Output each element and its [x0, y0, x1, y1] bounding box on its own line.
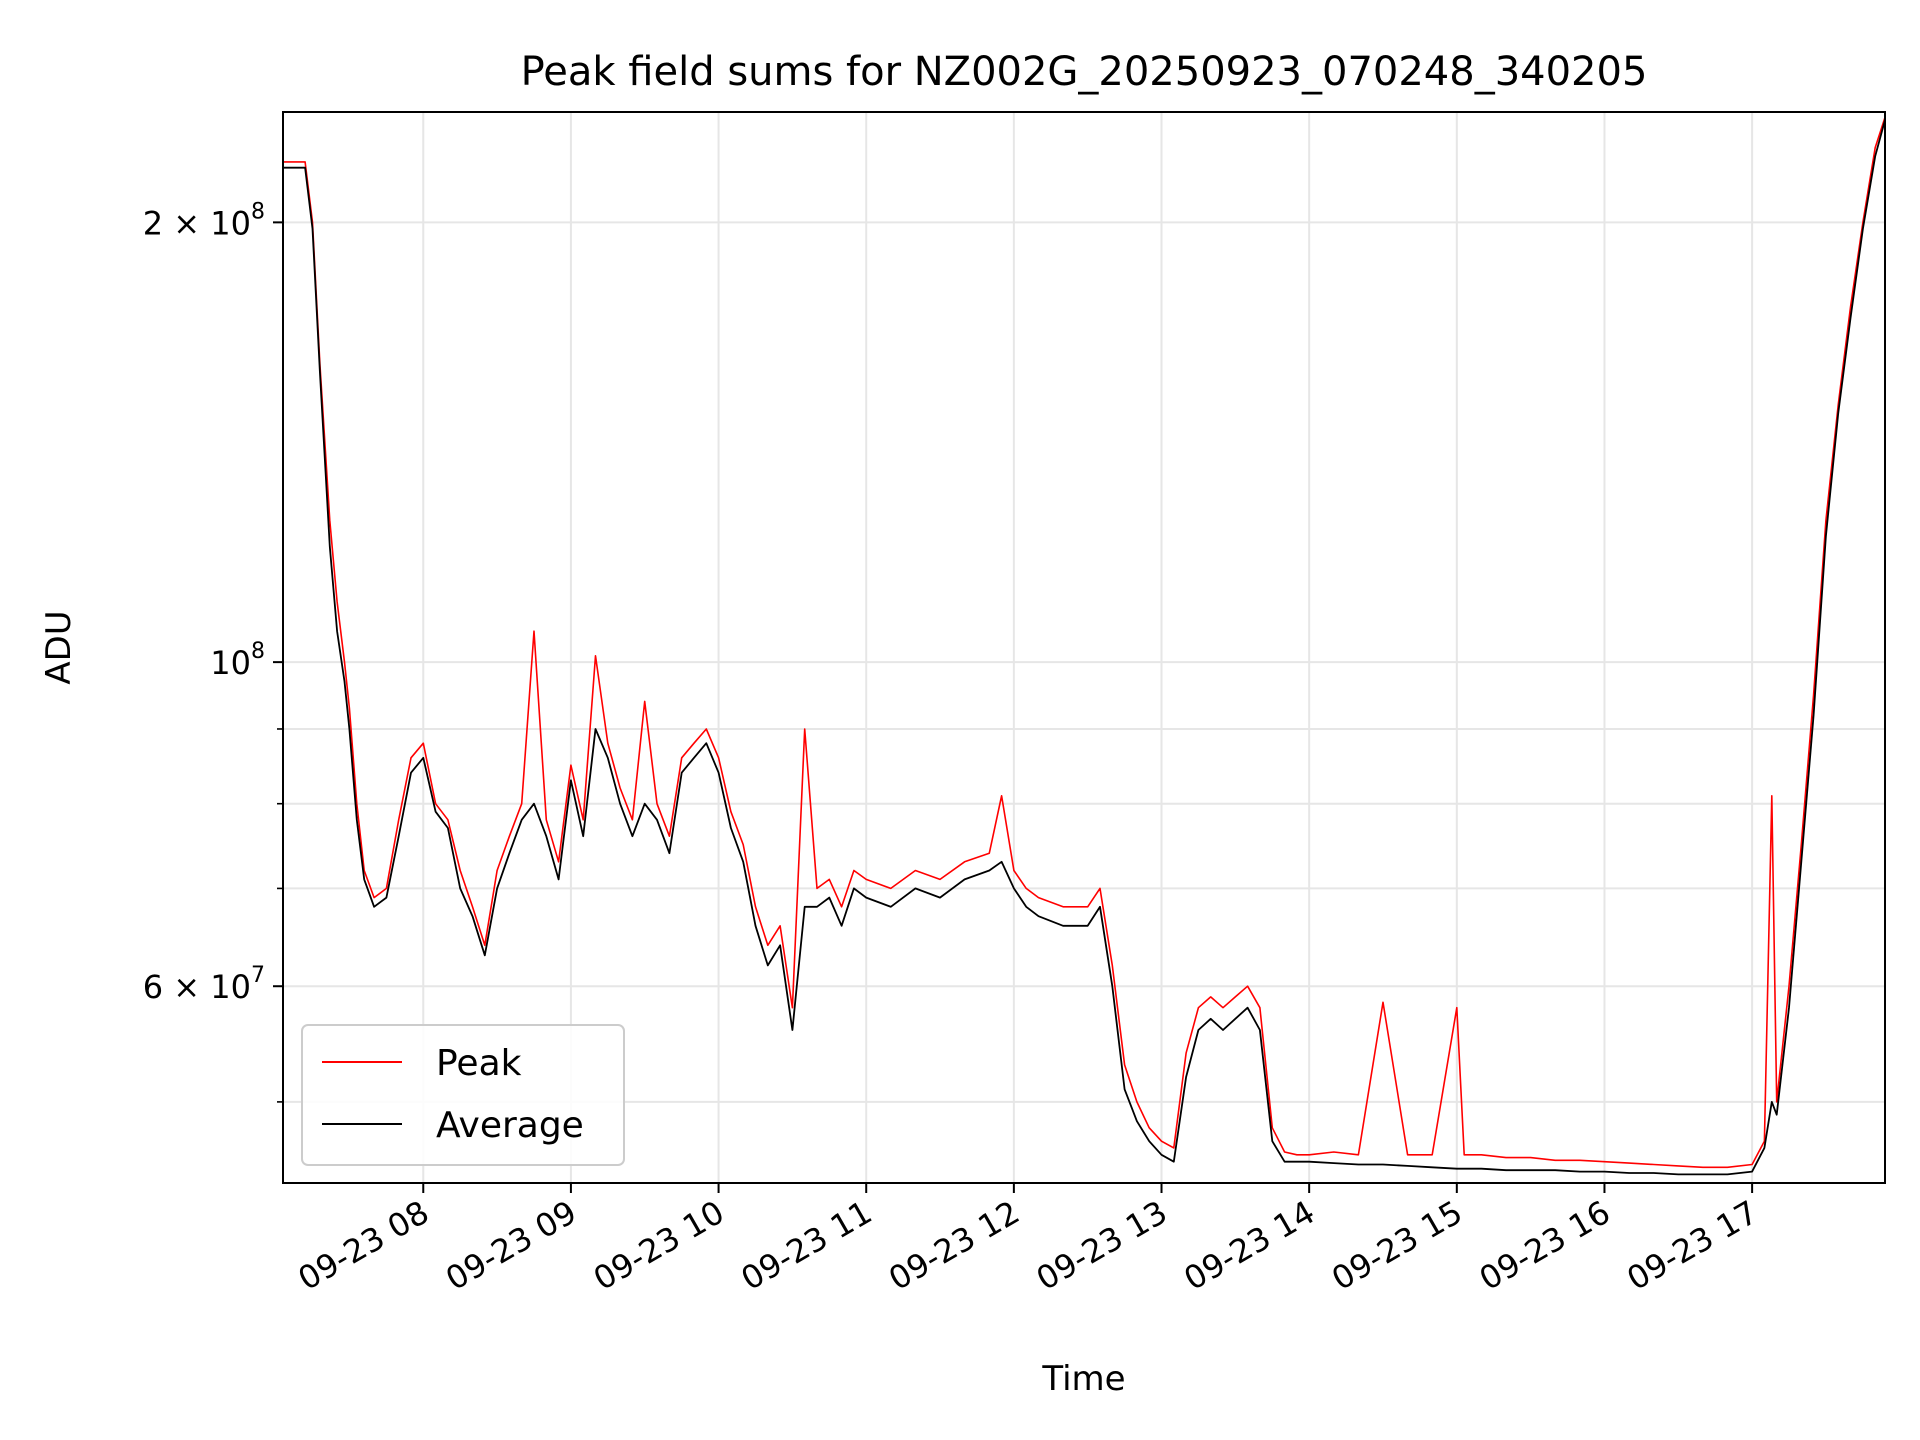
y-tick-base: 2 × 10	[143, 204, 251, 242]
x-tick-label: 09-23 13	[1030, 1193, 1174, 1298]
y-tick-base: 10	[210, 644, 251, 682]
y-axis-label: ADU	[39, 610, 79, 684]
x-tick-label: 09-23 12	[882, 1193, 1026, 1298]
y-tick-label: 2 × 108	[143, 199, 265, 242]
y-tick-base: 6 × 10	[143, 968, 251, 1006]
x-tick-label: 09-23 08	[292, 1193, 436, 1298]
x-tick-label: 09-23 15	[1325, 1193, 1469, 1298]
chart-title: Peak field sums for NZ002G_20250923_0702…	[521, 49, 1648, 95]
x-tick-label: 09-23 17	[1621, 1193, 1765, 1298]
grid	[283, 112, 1885, 1183]
series-line-average	[283, 119, 1886, 1176]
x-tick-label: 09-23 10	[587, 1193, 731, 1298]
legend-label-average: Average	[436, 1105, 584, 1146]
series-line-peak	[283, 117, 1886, 1169]
legend-label-peak: Peak	[436, 1043, 522, 1084]
y-tick-label: 6 × 107	[143, 963, 265, 1006]
plot-frame	[282, 111, 1886, 1184]
y-tick-exponent: 7	[251, 963, 265, 988]
y-tick-label: 108	[210, 639, 265, 682]
x-tick-label: 09-23 11	[735, 1193, 879, 1298]
legend: Peak Average	[301, 1024, 625, 1166]
x-tick-label: 09-23 09	[439, 1193, 583, 1298]
x-tick-label: 09-23 16	[1473, 1193, 1617, 1298]
legend-box	[301, 1024, 625, 1166]
y-tick-exponent: 8	[251, 639, 265, 664]
x-tick-label: 09-23 14	[1178, 1193, 1322, 1298]
plot-lines	[283, 117, 1886, 1176]
x-axis: 09-23 08 09-23 09 09-23 10 09-23 11 09-23 12…	[292, 1183, 1764, 1298]
y-tick-exponent: 8	[251, 199, 265, 224]
x-axis-label: Time	[1041, 1359, 1125, 1399]
